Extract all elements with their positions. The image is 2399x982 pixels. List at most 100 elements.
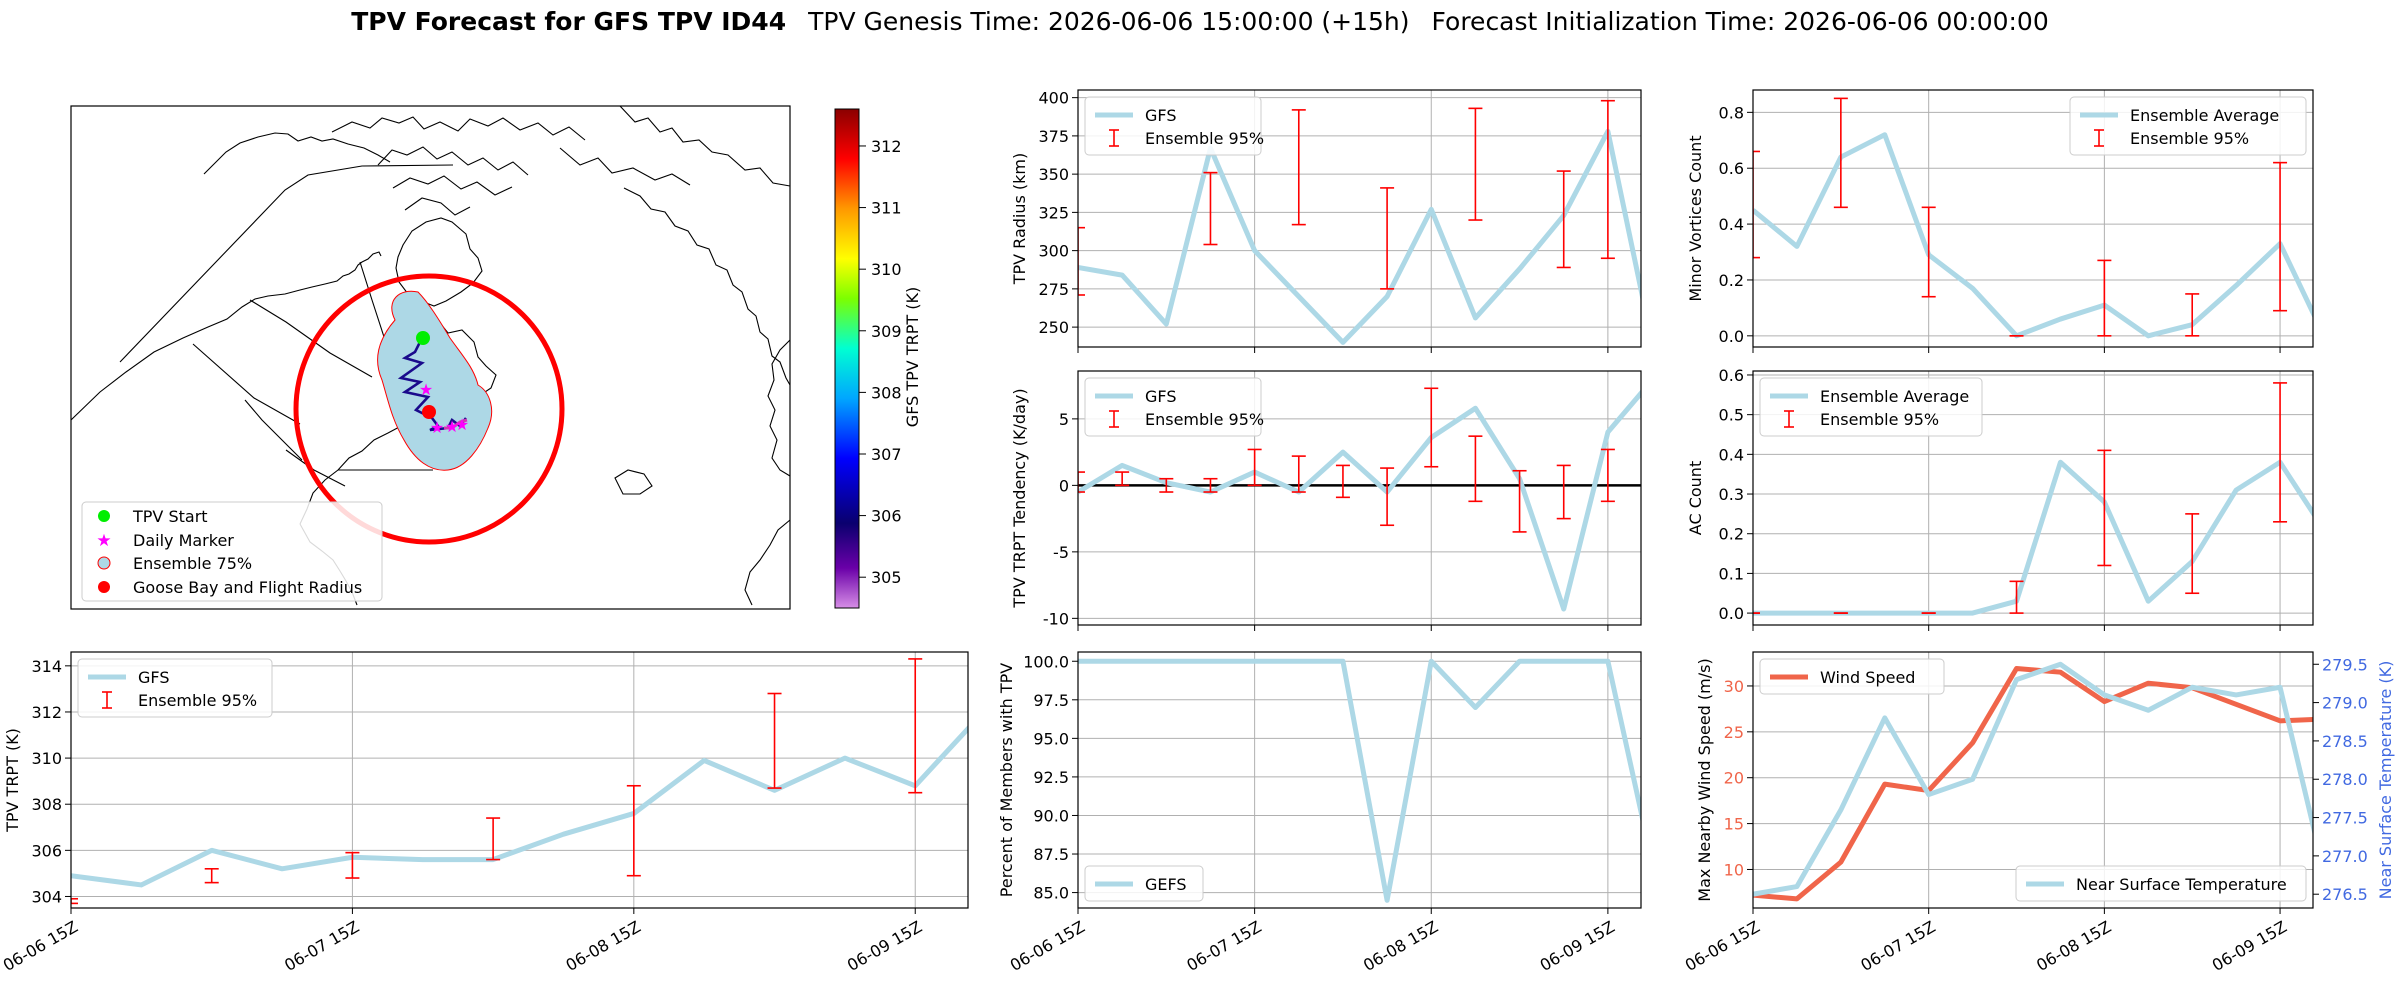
error-bar — [1512, 469, 1527, 533]
y-tick-label: 95.0 — [1033, 729, 1069, 748]
legend-label: GEFS — [1145, 875, 1187, 894]
y-tick-label: 0.0 — [1719, 327, 1744, 346]
tendency-panel: -10 -5 0 5 TPV TRPT Tendency (K/day) GFS Ensem… — [1010, 370, 1659, 631]
error-bar — [1291, 109, 1306, 226]
error-bar — [71, 897, 78, 905]
goose-bay-marker — [422, 405, 436, 419]
y-tick-label: -5 — [1053, 543, 1069, 562]
error-bar — [1921, 206, 1936, 298]
legend-start-swatch — [98, 510, 110, 522]
y-tick-label: 300 — [1038, 242, 1069, 261]
error-bar — [204, 867, 219, 884]
series-line-near-surface-temperature — [1753, 661, 2313, 897]
iceland — [614, 469, 653, 495]
y-tick-label: 375 — [1038, 127, 1069, 146]
y-tick-label: -10 — [1043, 609, 1069, 628]
tpv-track — [397, 335, 468, 432]
y-tick-label: 325 — [1038, 203, 1069, 222]
europe-coast — [744, 339, 791, 606]
colorbar-tick-label: 311 — [871, 199, 902, 218]
y-tick-label: 0.2 — [1719, 271, 1744, 290]
x-tick-label: 06-08 15Z — [563, 917, 644, 975]
error-bar — [1600, 99, 1615, 260]
wind_temp-legend: Near Surface Temperature — [2015, 865, 2307, 902]
y-tick-label: 0.1 — [1719, 564, 1744, 583]
ac-axes-frame — [1752, 370, 2314, 626]
alaska-border — [119, 164, 454, 363]
y-tick-label: 92.5 — [1033, 768, 1069, 787]
daily-marker-3: ★ — [445, 417, 459, 436]
title-genesis: TPV Genesis Time: 2026-06-06 15:00:00 (+… — [807, 7, 1409, 36]
colorbar-tick-label: 306 — [871, 507, 902, 526]
x-tick-label: 06-08 15Z — [2033, 917, 2114, 975]
y-tick-label: 25 — [1724, 723, 1744, 742]
wind-temp-panel: 10 15 20 25 30 06-06 15Z 06-07 15Z 06-08 15Z 06-… — [1682, 651, 2395, 975]
error-bar — [1468, 107, 1483, 221]
legend-daily-swatch: ★ — [96, 531, 111, 551]
y-tick-label: 0.2 — [1719, 525, 1744, 544]
daily-marker-4: ★ — [455, 415, 469, 434]
error-bar — [1291, 455, 1306, 493]
error-bar — [486, 817, 501, 861]
legend-swatch-errorbar — [1784, 410, 1794, 428]
y-tick-label: 0.6 — [1719, 159, 1744, 178]
legend-goose-bay-swatch — [98, 581, 110, 593]
y-tick-label: 304 — [31, 887, 62, 906]
percent-axes-bg — [1078, 652, 1641, 908]
trpt-ylabel: TPV TRPT (K) — [3, 728, 22, 833]
x-tick-label: 06-09 15Z — [844, 917, 925, 975]
x-tick-label: 06-07 15Z — [1183, 917, 1264, 975]
y-tick-label: 350 — [1038, 165, 1069, 184]
colorbar-ticks: 305 306 307 308 309 310 311 312 — [859, 137, 902, 587]
trpt-legend: GFS Ensemble 95% — [77, 658, 273, 718]
y-tick-label: 10 — [1724, 860, 1744, 879]
x-tick-label: 06-09 15Z — [1537, 917, 1618, 975]
colorbar-tick-label: 312 — [871, 137, 902, 156]
figure-title: TPV Forecast for GFS TPV ID44 TPV Genesis… — [351, 7, 2049, 36]
legend-label: Ensemble 95% — [1820, 410, 1939, 429]
legend-label: GFS — [1145, 387, 1176, 406]
error-bar — [2097, 259, 2112, 337]
error-bar — [626, 784, 641, 877]
error-bar — [1556, 170, 1571, 269]
error-bar — [767, 692, 782, 789]
ensemble-75-area — [377, 290, 493, 471]
y-tick-label: 400 — [1038, 89, 1069, 108]
tpv-start-marker — [416, 331, 430, 345]
western-coast — [70, 251, 382, 421]
y-tick-label: 306 — [31, 841, 62, 860]
trpt-axes-frame — [70, 651, 969, 909]
y-tick-label: 275 — [1038, 280, 1069, 299]
y-tick-label: 0.4 — [1719, 445, 1744, 464]
error-bar — [1380, 187, 1395, 290]
map-legend: TPV Start ★ Daily Marker Ensemble 75% Go… — [81, 501, 383, 602]
x-tick-label: 06-06 15Z — [1682, 917, 1763, 975]
x-tick-label: 06-06 15Z — [0, 917, 81, 975]
trpt-panel: 304 306 308 310 312 314 06-06 15Z 06-07 15Z 06-0… — [0, 651, 969, 975]
error-bar — [1833, 97, 1848, 209]
error-bar — [1753, 150, 1760, 259]
y-tick-label: 100.0 — [1023, 652, 1069, 671]
title-bold: TPV Forecast for GFS TPV ID44 — [351, 7, 786, 36]
radius-panel: 250 275 300 325 350 375 400 TPV Radius (km) GFS E… — [1010, 89, 1642, 353]
tpv-track-end — [444, 418, 468, 430]
legend-daily-marker: Daily Marker — [133, 531, 234, 550]
y-tick-label: 314 — [31, 657, 62, 676]
error-bar — [1645, 431, 1659, 511]
x-tick-label: 06-07 15Z — [1857, 917, 1938, 975]
y-right-tick-label: 277.5 — [2322, 809, 2368, 828]
error-bar — [2185, 513, 2200, 595]
arctic-coast — [203, 132, 391, 175]
colorbar-tick-label: 308 — [871, 383, 902, 402]
error-bar — [1600, 448, 1615, 503]
minor-axes-frame — [1752, 89, 2314, 348]
colorbar-label: GFS TPV TRPT (K) — [903, 287, 922, 427]
wind-temp-ylabel-right: Near Surface Temperature (K) — [2376, 661, 2395, 900]
error-bar — [2273, 161, 2288, 312]
percent-legend: GEFS — [1084, 865, 1204, 902]
error-bar — [1078, 471, 1085, 493]
error-bar — [1115, 471, 1130, 487]
legend-ensemble-75: Ensemble 75% — [133, 554, 252, 573]
error-bar — [2273, 382, 2288, 523]
